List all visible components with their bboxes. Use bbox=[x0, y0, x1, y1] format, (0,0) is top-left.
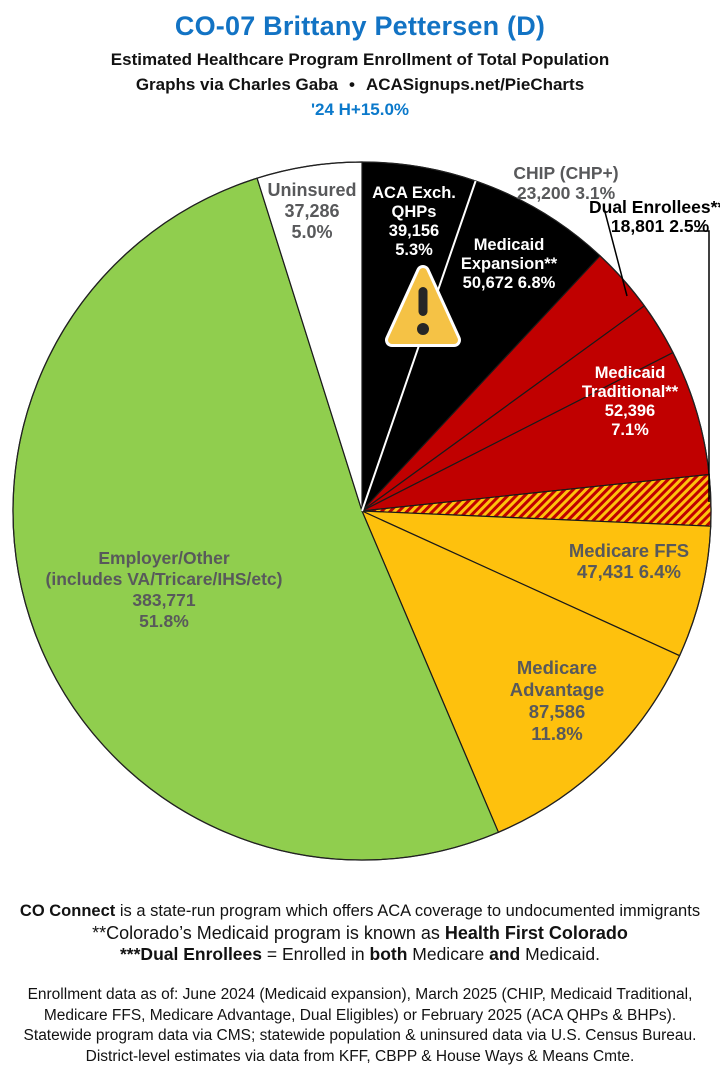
label-line: Medicare bbox=[516, 657, 598, 678]
label-line: 50,672 6.8% bbox=[462, 274, 556, 292]
credit-site: ACASignups.net/PieCharts bbox=[365, 75, 585, 94]
label-line: Traditional** bbox=[581, 383, 679, 401]
label-line: Dual Enrollees*** bbox=[589, 197, 720, 217]
slice-label-aca-exch-qhps: ACA Exch. QHPs 39,156 5.3% bbox=[372, 184, 456, 260]
source-line: Medicare FFS, Medicare Advantage, Dual E… bbox=[43, 1006, 677, 1024]
footnote-bold: Health First Colorado bbox=[444, 923, 628, 943]
label-line: 5.3% bbox=[395, 241, 433, 259]
footnote-co-connect: CO Connect is a state-run program which … bbox=[0, 902, 720, 921]
slice-label-medicare-ffs: Medicare FFS 47,431 6.4% bbox=[569, 540, 689, 582]
source-line: Statewide program data via CMS; statewid… bbox=[23, 1027, 697, 1044]
dual-elbow-leader-line bbox=[694, 230, 710, 502]
source-line: District-level estimates via data from K… bbox=[85, 1047, 635, 1065]
household-income-note: '24 H+15.0% bbox=[310, 100, 410, 119]
page-title: CO-07 Brittany Pettersen (D) bbox=[174, 11, 546, 41]
dual-leader-line bbox=[604, 211, 628, 297]
footnote-bold: CO Connect bbox=[19, 902, 116, 920]
slice-label-chip: CHIP (CHP+) 23,200 3.1% bbox=[513, 163, 618, 203]
footnote-text: is a state-run program which offers ACA … bbox=[115, 902, 701, 920]
slice-label-medicare-advantage: Medicare Advantage 87,586 11.8% bbox=[510, 657, 605, 745]
data-sources: Enrollment data as of: June 2024 (Medica… bbox=[0, 985, 720, 1067]
label-line: Medicaid bbox=[473, 236, 545, 254]
slice-label-medicaid-traditional: Medicaid Traditional** 52,396 7.1% bbox=[582, 364, 678, 440]
label-line: Advantage bbox=[509, 679, 605, 700]
warning-exclamation-dot bbox=[417, 323, 429, 335]
footnote-text: **Colorado’s Medicaid program is known a… bbox=[92, 923, 445, 943]
footnote-dual-enrollees: ***Dual Enrollees = Enrolled in both Med… bbox=[0, 944, 720, 965]
label-line: 383,771 bbox=[132, 590, 196, 610]
label-line: 37,286 bbox=[284, 201, 340, 221]
label-line: 51.8% bbox=[139, 611, 189, 631]
slice-label-uninsured: Uninsured 37,286 5.0% bbox=[267, 180, 356, 243]
label-line: Medicaid bbox=[594, 364, 666, 382]
footnote-text: Medicare bbox=[407, 944, 490, 964]
credit-author: Graphs via Charles Gaba bbox=[135, 75, 339, 94]
label-line: 87,586 bbox=[528, 701, 586, 722]
subtitle: Estimated Healthcare Program Enrollment … bbox=[110, 50, 610, 69]
slice-label-medicaid-expansion: Medicaid Expansion** 50,672 6.8% bbox=[461, 236, 557, 293]
label-line: 18,801 2.5% bbox=[610, 216, 710, 236]
label-line: CHIP (CHP+) bbox=[513, 163, 619, 183]
source-line: Enrollment data as of: June 2024 (Medica… bbox=[27, 986, 693, 1003]
footnote-bold: both bbox=[369, 944, 408, 964]
footnote-bold: ***Dual Enrollees bbox=[120, 944, 262, 964]
label-line: 52,396 bbox=[604, 402, 656, 420]
bullet-separator: • bbox=[349, 75, 355, 94]
label-line: Employer/Other bbox=[98, 548, 230, 568]
label-line: 7.1% bbox=[611, 421, 649, 439]
credit-line: Graphs via Charles Gaba • ACASignups.net/P… bbox=[0, 75, 720, 95]
slice-label-employer-other: Employer/Other (includes VA/Tricare/IHS/… bbox=[46, 548, 283, 632]
label-line: 39,156 bbox=[388, 222, 440, 240]
label-line: Uninsured bbox=[267, 180, 357, 200]
label-line: 11.8% bbox=[531, 723, 583, 744]
footnote-text: Medicaid. bbox=[520, 944, 600, 964]
warning-exclamation-bar bbox=[418, 287, 428, 316]
slice-label-dual-enrollees: Dual Enrollees*** 18,801 2.5% bbox=[589, 198, 720, 236]
label-line: QHPs bbox=[391, 203, 437, 221]
warning-icon bbox=[385, 265, 461, 347]
label-line: 5.0% bbox=[291, 222, 333, 242]
label-line: 23,200 3.1% bbox=[516, 183, 616, 203]
label-line: 47,431 6.4% bbox=[577, 561, 681, 582]
footnote-text: = Enrolled in bbox=[262, 944, 370, 964]
label-line: Expansion** bbox=[460, 255, 558, 273]
footnote-bold: and bbox=[489, 944, 521, 964]
label-line: (includes VA/Tricare/IHS/etc) bbox=[45, 569, 283, 589]
label-line: Medicare FFS bbox=[568, 540, 690, 561]
label-line: ACA Exch. bbox=[372, 184, 456, 202]
footnote-medicaid-name: **Colorado’s Medicaid program is known a… bbox=[0, 923, 720, 944]
pie-rim bbox=[12, 161, 712, 861]
